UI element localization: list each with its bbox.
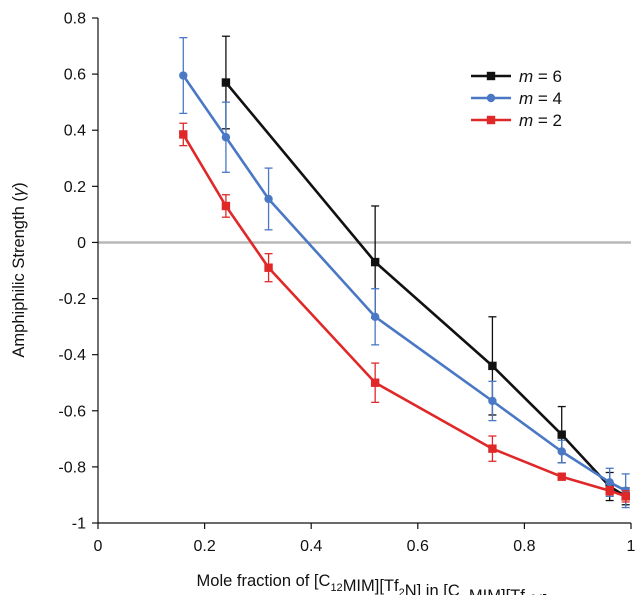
y-tick-label: 0.6 (64, 67, 86, 84)
legend-marker (486, 93, 496, 103)
data-point (557, 472, 566, 481)
data-point (488, 361, 497, 371)
data-point (370, 312, 380, 321)
x-tick-label: 0.6 (407, 538, 429, 555)
data-point (221, 78, 231, 87)
legend: m = 6 m = 4 m = 2 (471, 67, 562, 130)
data-point (370, 257, 380, 267)
data-point (221, 133, 231, 142)
data-point (221, 201, 231, 211)
y-tick-label: -0.4 (58, 347, 86, 364)
axis-labels: Mole fraction of [C12MIM][Tf2N] in [CmMI… (10, 182, 547, 595)
data-point (488, 444, 497, 453)
legend-marker (486, 71, 496, 81)
y-tick-label: 0 (77, 235, 86, 252)
y-tick-label: 0.4 (64, 123, 86, 140)
x-tick-label: 0.8 (513, 538, 535, 555)
y-axis-title: Amphiphilic Strength (γ) (10, 182, 28, 357)
series-m-eq-6 (221, 35, 630, 506)
series-line (182, 74, 627, 492)
data-point (605, 478, 614, 487)
y-tick-label: 0.2 (64, 179, 86, 196)
series-m-eq-2 (179, 122, 630, 503)
y-tick-label: -1 (72, 516, 86, 533)
data-point (264, 263, 273, 272)
data-point (621, 492, 630, 501)
y-tick-label: -0.8 (58, 459, 86, 476)
series-m-eq-4 (179, 36, 630, 509)
legend-label: m = 2 (519, 111, 562, 130)
data-point (264, 194, 273, 204)
y-tick-label: 0.8 (64, 11, 86, 28)
data-point (605, 486, 614, 495)
data-point (557, 447, 566, 456)
data-point (370, 378, 380, 387)
series-layer (179, 35, 630, 509)
data-point (557, 430, 566, 439)
data-point (179, 71, 188, 80)
y-tick-label: -0.2 (58, 291, 86, 308)
x-tick-label: 0.4 (300, 538, 322, 555)
y-tick-label: -0.6 (58, 403, 86, 420)
axes: 0.8 0.6 0.4 0.2 0 -0.2 -0.4 -0.6 -0.8 -1 0 0.2 0.4 0.… (58, 11, 635, 556)
data-point (179, 130, 188, 139)
x-axis-title: Mole fraction of [C12MIM][Tf2N] in [CmMI… (197, 572, 548, 595)
data-point (488, 396, 497, 406)
x-tick-label: 0.2 (193, 538, 215, 555)
x-tick-label: 0 (94, 538, 103, 555)
legend-label: m = 4 (519, 89, 562, 108)
legend-label: m = 6 (519, 67, 562, 86)
x-tick-label: 1 (627, 538, 636, 555)
series-line (182, 133, 627, 498)
legend-marker (486, 115, 496, 125)
